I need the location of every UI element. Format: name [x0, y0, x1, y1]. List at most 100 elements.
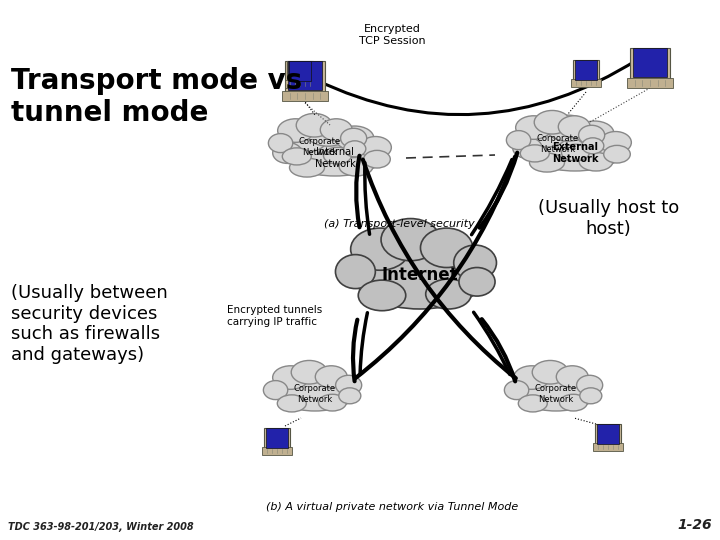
Ellipse shape: [559, 394, 588, 411]
Ellipse shape: [579, 152, 613, 171]
FancyBboxPatch shape: [288, 61, 322, 90]
Ellipse shape: [603, 145, 630, 163]
Ellipse shape: [518, 123, 598, 161]
FancyBboxPatch shape: [575, 60, 598, 80]
FancyBboxPatch shape: [261, 448, 292, 455]
Ellipse shape: [582, 138, 604, 154]
Ellipse shape: [534, 111, 570, 134]
FancyBboxPatch shape: [301, 75, 309, 80]
Ellipse shape: [274, 373, 356, 411]
Text: Internal
Network: Internal Network: [315, 147, 356, 169]
Ellipse shape: [516, 116, 552, 139]
FancyBboxPatch shape: [287, 61, 313, 84]
FancyBboxPatch shape: [627, 78, 673, 89]
Ellipse shape: [364, 150, 390, 168]
FancyArrowPatch shape: [474, 312, 510, 374]
Ellipse shape: [323, 147, 351, 164]
FancyArrowPatch shape: [355, 157, 515, 379]
Ellipse shape: [273, 143, 302, 164]
Ellipse shape: [336, 126, 374, 150]
Ellipse shape: [359, 280, 406, 310]
Ellipse shape: [459, 267, 495, 296]
Text: Encrypted
TCP Session: Encrypted TCP Session: [359, 24, 426, 46]
Ellipse shape: [454, 245, 497, 280]
Text: External
Network: External Network: [552, 142, 598, 164]
Ellipse shape: [315, 366, 347, 388]
Ellipse shape: [524, 121, 567, 147]
FancyBboxPatch shape: [282, 91, 328, 102]
FancyBboxPatch shape: [297, 70, 302, 74]
FancyBboxPatch shape: [583, 70, 589, 73]
Ellipse shape: [521, 145, 549, 162]
Ellipse shape: [296, 113, 332, 137]
Ellipse shape: [516, 373, 597, 411]
FancyArrowPatch shape: [480, 153, 517, 228]
Ellipse shape: [264, 381, 288, 400]
Ellipse shape: [286, 134, 384, 176]
Ellipse shape: [513, 366, 549, 389]
Ellipse shape: [339, 388, 361, 404]
Text: Corporate
Network: Corporate Network: [294, 384, 336, 404]
FancyBboxPatch shape: [284, 80, 315, 88]
Text: (b) A virtual private network via Tunnel Mode: (b) A virtual private network via Tunnel…: [266, 502, 518, 511]
Ellipse shape: [420, 228, 473, 267]
Ellipse shape: [320, 119, 352, 141]
Text: 1-26: 1-26: [678, 518, 712, 532]
Ellipse shape: [291, 361, 327, 384]
Text: Encrypted tunnels
carrying IP traffic: Encrypted tunnels carrying IP traffic: [227, 305, 322, 327]
Ellipse shape: [284, 126, 328, 152]
FancyArrowPatch shape: [315, 59, 638, 114]
FancyBboxPatch shape: [593, 443, 624, 451]
Text: Corporate
Network: Corporate Network: [535, 384, 577, 404]
FancyBboxPatch shape: [595, 424, 621, 447]
FancyBboxPatch shape: [646, 62, 654, 68]
Ellipse shape: [526, 129, 624, 171]
FancyBboxPatch shape: [606, 434, 611, 437]
Ellipse shape: [529, 153, 564, 172]
Text: Transport mode vs
tunnel mode: Transport mode vs tunnel mode: [11, 67, 302, 127]
FancyArrowPatch shape: [472, 159, 512, 235]
Ellipse shape: [546, 115, 590, 141]
Text: TDC 363-98-201/203, Winter 2008: TDC 363-98-201/203, Winter 2008: [8, 522, 194, 532]
Ellipse shape: [273, 366, 309, 389]
Ellipse shape: [279, 126, 361, 164]
Ellipse shape: [343, 141, 366, 157]
Ellipse shape: [277, 395, 306, 412]
FancyBboxPatch shape: [597, 424, 619, 444]
Ellipse shape: [532, 361, 568, 384]
Ellipse shape: [562, 144, 589, 161]
FancyArrowPatch shape: [363, 160, 516, 379]
FancyBboxPatch shape: [274, 437, 279, 441]
Text: Corporate
Network: Corporate Network: [537, 134, 579, 154]
Ellipse shape: [269, 133, 293, 153]
FancyArrowPatch shape: [365, 163, 369, 234]
Ellipse shape: [505, 381, 528, 400]
Ellipse shape: [339, 158, 373, 176]
Ellipse shape: [513, 137, 542, 158]
Ellipse shape: [289, 158, 325, 177]
FancyBboxPatch shape: [571, 79, 601, 87]
FancyBboxPatch shape: [266, 428, 289, 448]
Ellipse shape: [282, 148, 311, 165]
FancyArrowPatch shape: [356, 156, 359, 227]
Ellipse shape: [336, 254, 375, 288]
Text: (Usually between
security devices
such as firewalls
and gateways): (Usually between security devices such a…: [11, 284, 168, 364]
Ellipse shape: [351, 228, 410, 270]
Ellipse shape: [557, 366, 588, 388]
FancyBboxPatch shape: [289, 61, 312, 81]
Ellipse shape: [318, 394, 346, 411]
Ellipse shape: [360, 137, 392, 158]
FancyBboxPatch shape: [630, 48, 670, 82]
FancyBboxPatch shape: [264, 428, 290, 451]
Ellipse shape: [506, 131, 531, 150]
Text: Internet: Internet: [382, 266, 459, 284]
FancyArrowPatch shape: [482, 319, 516, 381]
Ellipse shape: [575, 121, 614, 145]
FancyArrowPatch shape: [353, 320, 357, 381]
Ellipse shape: [580, 388, 602, 404]
Text: Corporate
Network: Corporate Network: [299, 137, 341, 157]
Ellipse shape: [381, 219, 440, 261]
Ellipse shape: [336, 375, 361, 395]
Ellipse shape: [558, 116, 590, 138]
FancyBboxPatch shape: [285, 61, 325, 96]
